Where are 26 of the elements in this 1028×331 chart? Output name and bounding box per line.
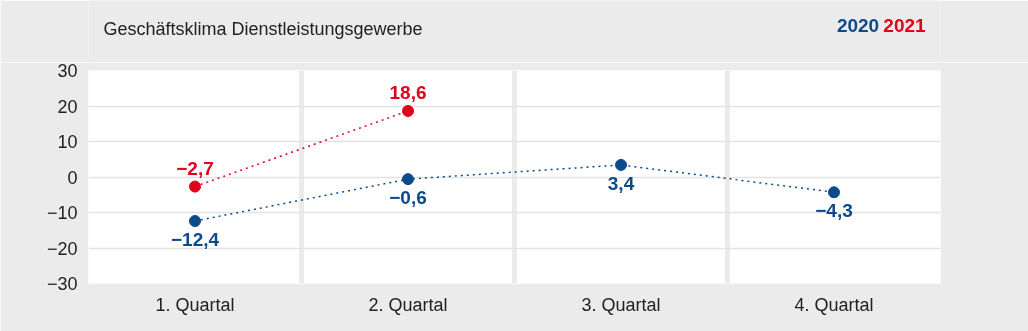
point (615, 158, 627, 171)
point (189, 180, 201, 193)
point (402, 173, 414, 186)
text: 2021 (883, 14, 927, 36)
x-tick-label: 3. Quartal (581, 294, 661, 315)
x-tick-label: 2. Quartal (368, 294, 448, 315)
data-label: −2,7 (176, 157, 214, 179)
point (828, 186, 840, 199)
chart-title: Geschäftsklima Dienstleistungsgewerbe (103, 18, 423, 39)
data-label: 18,6 (389, 81, 427, 103)
y-tick-label: −20 (46, 238, 78, 259)
x-tick-label: 1. Quartal (155, 294, 235, 315)
y-tick-label: 0 (67, 167, 78, 188)
y-tick-label: 10 (57, 132, 78, 152)
x-tick-label: 4. Quartal (794, 294, 874, 315)
y-tick-label: 30 (57, 61, 78, 81)
point (189, 215, 201, 228)
point (402, 104, 414, 117)
y-tick-label: −10 (46, 203, 78, 223)
data-label: −4,3 (815, 200, 853, 222)
y-tick-label: −30 (46, 274, 78, 294)
data-label: −0,6 (389, 187, 427, 209)
y-tick-label: 20 (57, 96, 78, 117)
text: 2020 (836, 14, 880, 36)
data-label: 3,4 (607, 172, 635, 194)
data-label: −12,4 (170, 229, 220, 251)
